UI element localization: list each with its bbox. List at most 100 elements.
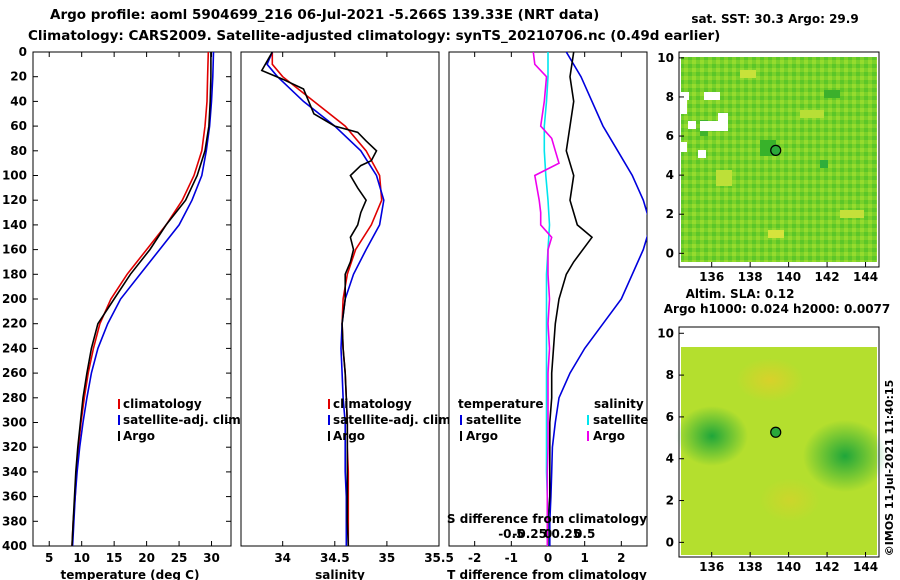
s-tick-label: 0.25 (552, 527, 582, 541)
credit-text: ©IMOS 11-Jul-2021 11:40:15 (883, 380, 896, 556)
legend-label: satellite-adj. clim. (333, 413, 455, 427)
map-y-tick-label: 10 (657, 51, 674, 65)
depth-tick-label: 300 (2, 416, 27, 430)
legend-label: Argo (333, 429, 365, 443)
depth-tick-label: 140 (2, 218, 27, 232)
x-tick-label: 34 (274, 551, 291, 565)
salinity-axes-box (240, 51, 440, 547)
header-line-2: Climatology: CARS2009. Satellite-adjuste… (28, 28, 720, 44)
salinity-legend: climatology satellite-adj. clim. Argo (328, 397, 455, 443)
sla-map-title-2: Argo h1000: 0.024 h2000: 0.0077 (664, 302, 891, 316)
depth-tick-label: 260 (2, 366, 27, 380)
difference-lines (532, 52, 647, 546)
sst-map-warm-patches (716, 70, 864, 238)
argo-line (260, 52, 378, 546)
map-x-tick-label: 140 (776, 270, 801, 284)
legend-label: satellite-adj. clim. (123, 413, 245, 427)
s-tick-label: -0.5 (498, 527, 524, 541)
legend-title-temperature: temperature (458, 397, 543, 411)
difference-top-label: S difference from climatology (447, 512, 647, 526)
sst-map-missing-data (681, 92, 728, 158)
map-x-tick-label: 144 (853, 270, 878, 284)
depth-tick-label: 180 (2, 267, 27, 281)
sla-map-high-patch-south (760, 478, 820, 522)
difference-s-axis: -0.5-0.250 0.250.5 (498, 527, 595, 541)
x-tick-label: 15 (106, 551, 123, 565)
difference-panel: -2 -1 0 1 2 T difference from climatology S … (447, 51, 648, 580)
depth-tick-label: 100 (2, 169, 27, 183)
sla-map-argo-marker (770, 426, 782, 438)
depth-tick-label: 120 (2, 193, 27, 207)
depth-tick-label: 60 (10, 119, 27, 133)
t-argo-line (547, 52, 594, 546)
salinity-x-label: salinity (315, 568, 365, 580)
map-y-tick-label: 2 (666, 494, 674, 508)
depth-tick-label: 360 (2, 490, 27, 504)
depth-tick-label: 280 (2, 391, 27, 405)
legend-label: Argo (593, 429, 625, 443)
depth-tick-label: 400 (2, 539, 27, 553)
x-tick-label: 10 (73, 551, 90, 565)
map-y-tick-label: 2 (666, 207, 674, 221)
depth-tick-label: 200 (2, 292, 27, 306)
t-satellite-line (548, 52, 647, 546)
temperature-x-label: temperature (deg C) (61, 568, 200, 580)
header-line-1: Argo profile: aoml 5904699_216 06-Jul-20… (50, 7, 599, 23)
map-x-tick-label: 138 (738, 270, 763, 284)
map-x-tick-label: 136 (699, 560, 724, 574)
depth-tick-label: 80 (10, 144, 27, 158)
x-tick-label: 2 (617, 551, 625, 565)
difference-x-label: T difference from climatology (447, 568, 647, 580)
temperature-legend: climatology satellite-adj. clim. Argo (118, 397, 245, 443)
map-x-tick-label: 136 (699, 270, 724, 284)
map-y-tick-label: 10 (657, 326, 674, 340)
sla-map-low-patch-west (676, 406, 748, 466)
map-y-tick-label: 0 (666, 535, 674, 549)
salinity-lines (260, 52, 385, 546)
depth-tick-label: 160 (2, 243, 27, 257)
temperature-x-axis: 5 10 15 20 25 30 (45, 52, 220, 565)
sst-map-title: sat. SST: 30.3 Argo: 29.9 (691, 12, 858, 26)
x-tick-label: 5 (45, 551, 53, 565)
legend-label: Argo (466, 429, 498, 443)
map-y-tick-label: 8 (666, 368, 674, 382)
map-y-tick-label: 6 (666, 410, 674, 424)
temperature-lines (71, 52, 215, 546)
s-tick-label: 0.5 (574, 527, 595, 541)
map-x-tick-label: 142 (815, 270, 840, 284)
sst-map-argo-marker (770, 144, 782, 156)
sst-map-panel: sat. SST: 30.3 Argo: 29.9 136 138 140 142 14… (657, 12, 880, 284)
legend-label: Argo (123, 429, 155, 443)
x-tick-label: 30 (203, 551, 220, 565)
depth-tick-label: 20 (10, 70, 27, 84)
sla-map-low-patch-east (803, 420, 887, 492)
argo-line (71, 52, 212, 546)
s-argo-line (532, 52, 560, 546)
s-satellite-line (543, 52, 551, 546)
sst-map-field (681, 57, 877, 262)
map-y-tick-label: 6 (666, 129, 674, 143)
x-tick-label: -1 (505, 551, 518, 565)
map-y-tick-label: 4 (666, 168, 674, 182)
map-y-tick-label: 8 (666, 90, 674, 104)
difference-x-axis: -2 -1 0 1 2 (468, 52, 626, 565)
legend-label: satellite (593, 413, 648, 427)
legend-title-salinity: salinity (594, 397, 644, 411)
satellite-line (266, 52, 385, 546)
sla-map-high-patch (736, 358, 804, 402)
map-y-tick-label: 0 (666, 246, 674, 260)
depth-tick-label: 380 (2, 514, 27, 528)
x-tick-label: 35 (379, 551, 396, 565)
map-x-tick-label: 144 (853, 560, 878, 574)
depth-tick-label: 0 (19, 45, 27, 59)
sla-map-title-1: Altim. SLA: 0.12 (686, 287, 795, 301)
temperature-axes-box (32, 51, 232, 547)
x-tick-label: 1 (580, 551, 588, 565)
sst-map-axes: 136 138 140 142 144 0 2 4 6 8 10 (657, 51, 878, 284)
s-tick-label: -0.25 (512, 527, 547, 541)
depth-tick-label: 40 (10, 94, 27, 108)
depth-tick-label: 220 (2, 317, 27, 331)
depth-tick-label: 240 (2, 341, 27, 355)
salinity-panel: 34 34.5 35 35.5 salinity climatology satelli… (240, 51, 455, 580)
salinity-x-axis: 34 34.5 35 35.5 (274, 52, 454, 565)
